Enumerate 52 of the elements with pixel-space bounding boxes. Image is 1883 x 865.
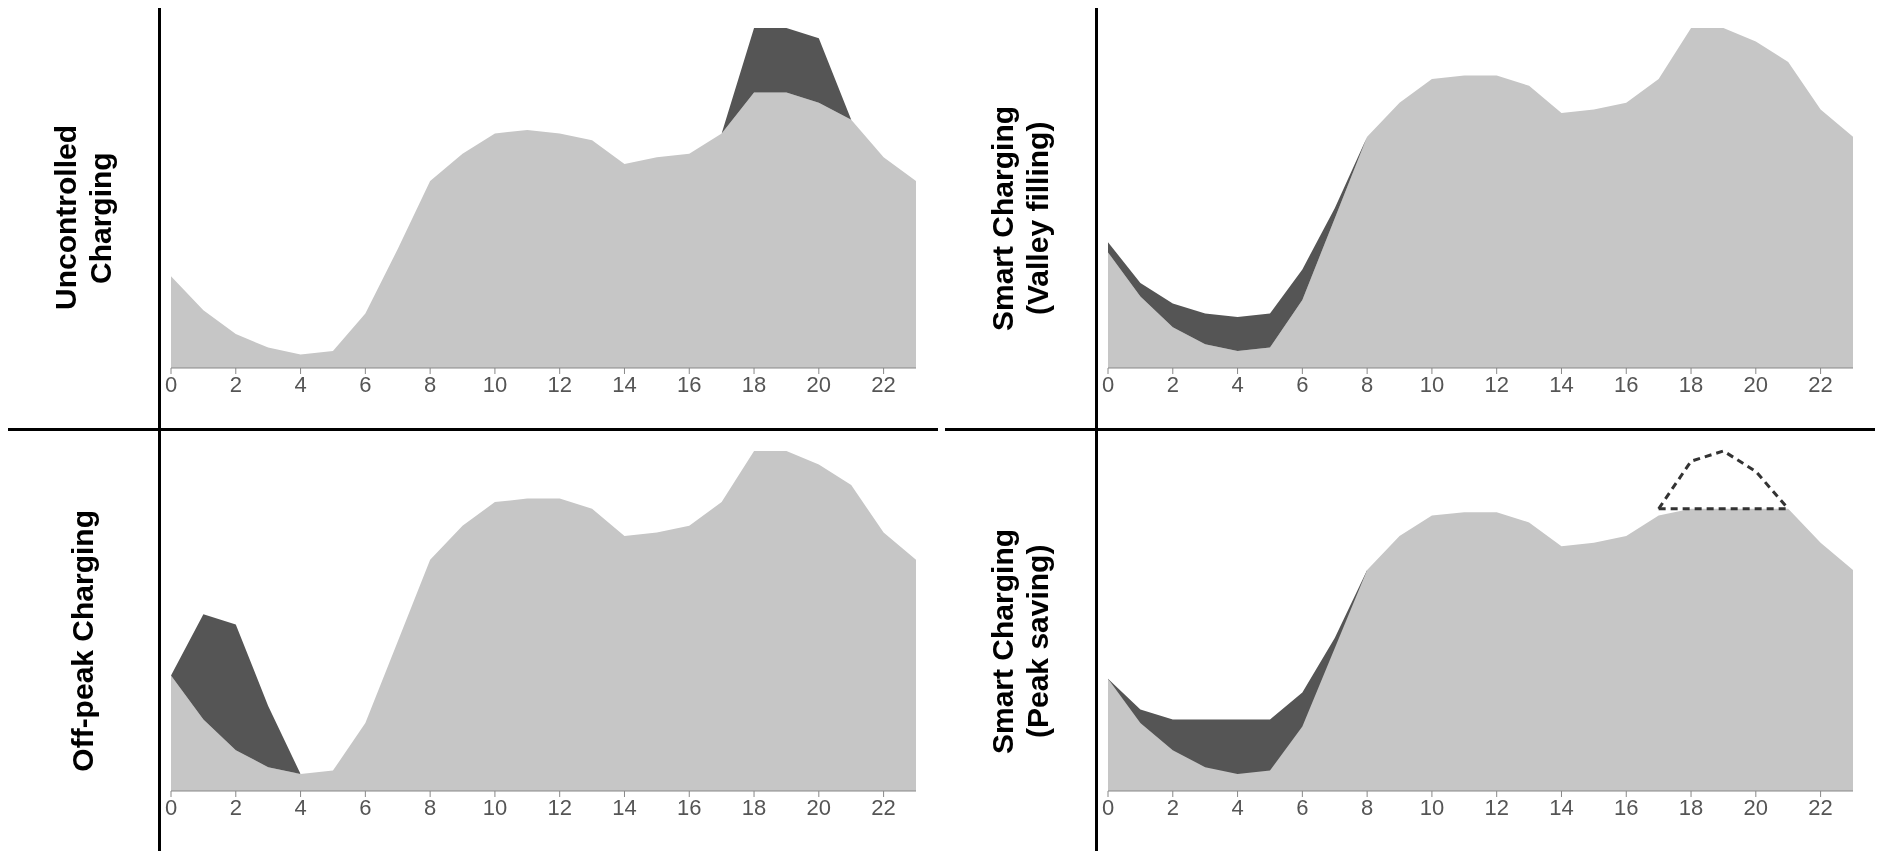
x-tick-label: 10 [482, 794, 508, 820]
x-tick-label: 12 [547, 371, 572, 397]
x-tick-label: 20 [806, 371, 832, 397]
x-tick-label: 20 [1743, 371, 1769, 397]
x-tick-label: 18 [1678, 371, 1704, 397]
y-axis-title: Uncontrolled Charging [48, 124, 118, 313]
x-tick-label: 12 [1484, 371, 1509, 397]
x-tick-label: 2 [229, 371, 242, 397]
x-tick-label: 22 [871, 794, 896, 820]
x-tick-label: 8 [424, 371, 437, 397]
x-tick-label: 6 [359, 794, 372, 820]
x-tick-label: 16 [677, 371, 702, 397]
x-tick-label: 14 [1549, 371, 1574, 397]
x-tick-label: 14 [1549, 794, 1574, 820]
x-tick-label: 8 [1361, 794, 1374, 820]
x-tick-label: 22 [871, 371, 896, 397]
x-tick-label: 4 [1231, 794, 1244, 820]
x-tick-label: 4 [294, 371, 307, 397]
x-tick-label: 6 [359, 371, 372, 397]
x-tick-label: 14 [612, 794, 637, 820]
x-tick-label: 10 [1419, 794, 1445, 820]
x-tick-label: 16 [1614, 794, 1639, 820]
x-tick-label: 0 [164, 371, 178, 397]
x-tick-label: 0 [1101, 794, 1115, 820]
x-tick-label: 18 [741, 794, 767, 820]
x-tick-label: 22 [1808, 794, 1833, 820]
y-axis-title: Off-peak Charging [65, 510, 100, 772]
x-tick-label: 0 [164, 794, 178, 820]
x-tick-label: 16 [677, 794, 702, 820]
x-tick-label: 4 [294, 794, 307, 820]
y-axis-title: Smart Charging (Valley filling) [985, 104, 1055, 333]
x-tick-label: 0 [1101, 371, 1115, 397]
x-tick-label: 8 [1361, 371, 1374, 397]
x-tick-label: 12 [1484, 794, 1509, 820]
x-tick-label: 6 [1296, 371, 1309, 397]
x-tick-label: 12 [547, 794, 572, 820]
x-tick-label: 10 [1419, 371, 1445, 397]
y-axis-title: Smart Charging (Peak saving) [985, 527, 1055, 756]
x-tick-label: 6 [1296, 794, 1309, 820]
x-tick-label: 22 [1808, 371, 1833, 397]
x-tick-label: 2 [1166, 371, 1179, 397]
x-tick-label: 20 [1743, 794, 1769, 820]
x-tick-label: 18 [1678, 794, 1704, 820]
x-tick-label: 16 [1614, 371, 1639, 397]
x-tick-label: 20 [806, 794, 832, 820]
x-tick-label: 10 [482, 371, 508, 397]
x-tick-label: 2 [229, 794, 242, 820]
x-tick-label: 4 [1231, 371, 1244, 397]
x-tick-label: 18 [741, 371, 767, 397]
x-tick-label: 2 [1166, 794, 1179, 820]
x-tick-label: 14 [612, 371, 637, 397]
x-tick-label: 8 [424, 794, 437, 820]
